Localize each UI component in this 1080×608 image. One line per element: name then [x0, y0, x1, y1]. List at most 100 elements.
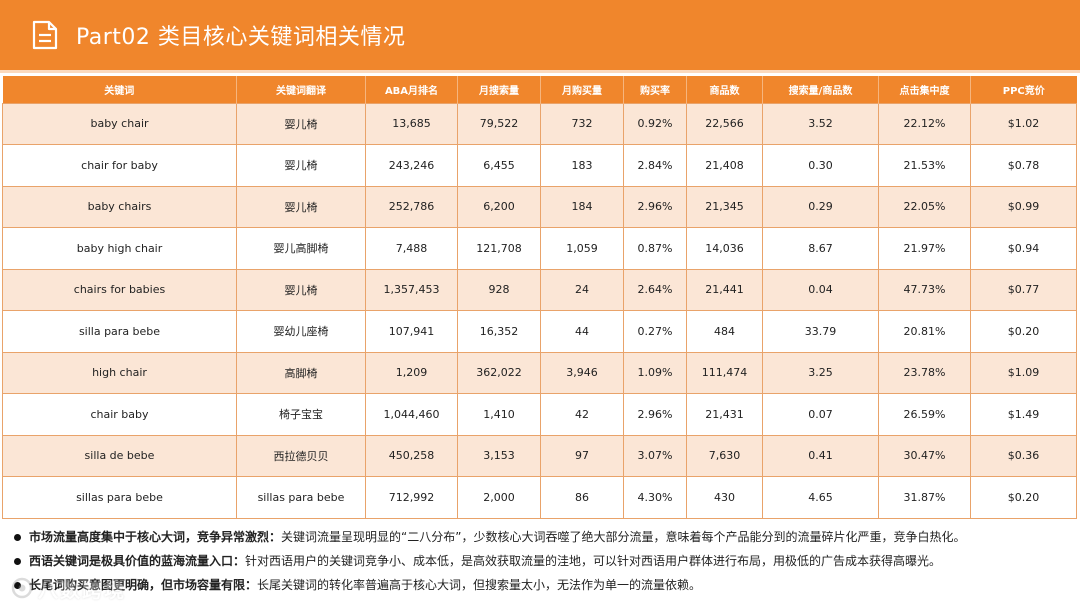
cell-product-count: 21,408: [686, 144, 763, 187]
bullet-icon: [14, 557, 21, 565]
cell-ppc-bid: $1.02: [970, 102, 1077, 145]
cell-product-count: 22,566: [686, 102, 763, 145]
cell-purchase-rate: 0.87%: [623, 227, 687, 270]
cell-purchase-rate: 2.84%: [623, 144, 687, 187]
cell-monthly-purchase: 97: [540, 434, 624, 477]
column-header-monthly-search: 月搜索量: [457, 76, 541, 103]
document-icon: [32, 20, 58, 50]
cell-translation: sillas para bebe: [236, 476, 366, 519]
header-bar: Part02 类目核心关键词相关情况: [0, 0, 1080, 70]
cell-monthly-search: 79,522: [457, 102, 541, 145]
cell-monthly-purchase: 24: [540, 268, 624, 311]
cell-monthly-search: 16,352: [457, 310, 541, 353]
table-row: silla para bebe 婴幼儿座椅 107,941 16,352 44 0.27%…: [2, 310, 1077, 353]
cell-purchase-rate: 3.07%: [623, 434, 687, 477]
cell-click-concentration: 26.59%: [878, 393, 971, 436]
note-item: 西语关键词是极具价值的蓝海流量入口： 针对西语用户的关键词竞争小、成本低，是高效…: [14, 549, 1074, 573]
cell-ppc-bid: $0.99: [970, 185, 1077, 228]
cell-ppc-bid: $0.78: [970, 144, 1077, 187]
cell-translation: 婴儿高脚椅: [236, 227, 366, 270]
cell-ppc-bid: $0.20: [970, 310, 1077, 353]
cell-keyword: chairs for babies: [2, 268, 237, 311]
cell-product-count: 21,345: [686, 185, 763, 228]
note-text: 长尾关键词的转化率普遍高于核心大词，但搜索量太小，无法作为单一的流量依赖。: [257, 578, 702, 592]
cell-product-count: 21,431: [686, 393, 763, 436]
cell-product-count: 484: [686, 310, 763, 353]
column-header-aba-rank: ABA月排名: [365, 76, 458, 103]
column-header-translation: 关键词翻译: [236, 76, 366, 103]
logo-icon: [11, 577, 33, 599]
cell-ppc-bid: $1.09: [970, 351, 1077, 394]
watermark: 八数跨境: [10, 574, 126, 602]
cell-monthly-purchase: 3,946: [540, 351, 624, 394]
cell-translation: 椅子宝宝: [236, 393, 366, 436]
cell-monthly-purchase: 42: [540, 393, 624, 436]
column-header-monthly-purchase: 月购买量: [540, 76, 624, 103]
cell-search-per-product: 0.07: [762, 393, 879, 436]
cell-monthly-search: 6,200: [457, 185, 541, 228]
table-row: baby chair 婴儿椅 13,685 79,522 732 0.92% 22,566 3…: [2, 102, 1077, 145]
cell-monthly-search: 6,455: [457, 144, 541, 187]
cell-translation: 西拉德贝贝: [236, 434, 366, 477]
note-text: 针对西语用户的关键词竞争小、成本低，是高效获取流量的洼地，可以针对西语用户群体进…: [245, 554, 942, 568]
column-header-keyword: 关键词: [2, 76, 237, 103]
cell-monthly-purchase: 86: [540, 476, 624, 519]
cell-search-per-product: 0.29: [762, 185, 879, 228]
note-text: 关键词流量呈现明显的“二八分布”，少数核心大词吞噬了绝大部分流量，意味着每个产品…: [281, 530, 966, 544]
column-header-search-per-product: 搜索量/商品数: [762, 76, 879, 103]
cell-monthly-purchase: 1,059: [540, 227, 624, 270]
cell-aba-rank: 1,044,460: [365, 393, 458, 436]
cell-monthly-search: 928: [457, 268, 541, 311]
cell-click-concentration: 30.47%: [878, 434, 971, 477]
cell-product-count: 14,036: [686, 227, 763, 270]
cell-keyword: baby chair: [2, 102, 237, 145]
cell-keyword: sillas para bebe: [2, 476, 237, 519]
cell-keyword: chair baby: [2, 393, 237, 436]
cell-search-per-product: 0.41: [762, 434, 879, 477]
cell-keyword: silla para bebe: [2, 310, 237, 353]
cell-keyword: baby high chair: [2, 227, 237, 270]
table-row: high chair 高脚椅 1,209 362,022 3,946 1.09% 111,4…: [2, 351, 1077, 394]
table-row: chair baby 椅子宝宝 1,044,460 1,410 42 2.96% 21,43…: [2, 393, 1077, 436]
cell-aba-rank: 712,992: [365, 476, 458, 519]
cell-monthly-search: 1,410: [457, 393, 541, 436]
note-item: 长尾词购买意图更明确，但市场容量有限： 长尾关键词的转化率普遍高于核心大词，但搜…: [14, 573, 1074, 597]
cell-ppc-bid: $1.49: [970, 393, 1077, 436]
cell-product-count: 21,441: [686, 268, 763, 311]
cell-monthly-search: 3,153: [457, 434, 541, 477]
cell-aba-rank: 450,258: [365, 434, 458, 477]
page-title: Part02 类目核心关键词相关情况: [76, 25, 406, 50]
cell-ppc-bid: $0.20: [970, 476, 1077, 519]
cell-ppc-bid: $0.94: [970, 227, 1077, 270]
cell-keyword: chair for baby: [2, 144, 237, 187]
cell-monthly-search: 2,000: [457, 476, 541, 519]
bullet-icon: [14, 581, 21, 589]
cell-click-concentration: 22.05%: [878, 185, 971, 228]
cell-purchase-rate: 2.96%: [623, 185, 687, 228]
cell-search-per-product: 3.52: [762, 102, 879, 145]
note-heading: 西语关键词是极具价值的蓝海流量入口：: [29, 554, 246, 568]
cell-search-per-product: 4.65: [762, 476, 879, 519]
cell-aba-rank: 252,786: [365, 185, 458, 228]
cell-aba-rank: 13,685: [365, 102, 458, 145]
header-divider: [0, 70, 1080, 73]
cell-monthly-search: 121,708: [457, 227, 541, 270]
column-header-product-count: 商品数: [686, 76, 763, 103]
cell-aba-rank: 243,246: [365, 144, 458, 187]
column-header-click-concentration: 点击集中度: [878, 76, 971, 103]
cell-purchase-rate: 4.30%: [623, 476, 687, 519]
table-body: baby chair 婴儿椅 13,685 79,522 732 0.92% 22,566 3…: [2, 102, 1077, 519]
cell-keyword: silla de bebe: [2, 434, 237, 477]
cell-ppc-bid: $0.77: [970, 268, 1077, 311]
cell-aba-rank: 107,941: [365, 310, 458, 353]
cell-ppc-bid: $0.36: [970, 434, 1077, 477]
cell-translation: 婴儿椅: [236, 185, 366, 228]
watermark-text: 八数跨境: [38, 577, 126, 602]
cell-search-per-product: 0.04: [762, 268, 879, 311]
cell-purchase-rate: 0.27%: [623, 310, 687, 353]
note-item: 市场流量高度集中于核心大词，竞争异常激烈： 关键词流量呈现明显的“二八分布”，少…: [14, 525, 1074, 549]
note-heading: 市场流量高度集中于核心大词，竞争异常激烈：: [29, 530, 282, 544]
cell-purchase-rate: 0.92%: [623, 102, 687, 145]
table-row: sillas para bebe sillas para bebe 712,992 2…: [2, 476, 1077, 519]
